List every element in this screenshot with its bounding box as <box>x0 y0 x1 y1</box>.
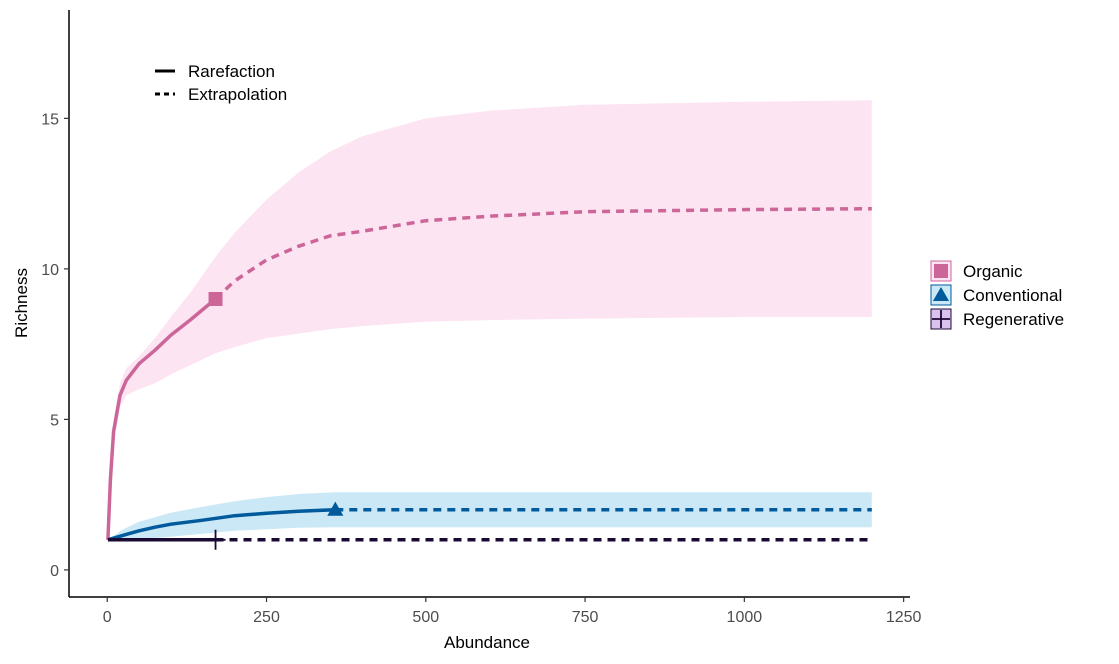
x-tick-label: 0 <box>103 609 112 626</box>
x-tick-label: 1250 <box>886 609 922 626</box>
y-tick-label: 0 <box>50 563 59 580</box>
axes <box>68 10 910 598</box>
y-tick-label: 5 <box>50 412 59 429</box>
y-axis-title: Richness <box>12 268 31 338</box>
conventional-legend-marker <box>932 286 950 302</box>
series-lines <box>106 206 872 542</box>
x-tick-label: 500 <box>412 609 439 626</box>
observed-markers <box>205 291 344 550</box>
x-axis-title: Abundance <box>444 633 530 652</box>
x-tick-label: 750 <box>572 609 599 626</box>
organic-observed-marker <box>208 291 223 306</box>
confidence-bands <box>107 100 872 540</box>
series-legend: Organic Conventional Regenerative <box>930 260 1064 330</box>
regenerative-legend-marker <box>932 310 950 328</box>
organic-rarefaction-line <box>106 297 217 540</box>
x-tick-label: 1000 <box>727 609 763 626</box>
linetype-legend-label: Extrapolation <box>188 85 287 104</box>
y-tick-label: 15 <box>41 111 59 128</box>
x-tick-label: 250 <box>253 609 280 626</box>
y-ticks: 0 5 10 15 <box>41 111 69 580</box>
regenerative-observed-marker <box>205 529 226 550</box>
conventional-legend-label: Conventional <box>963 286 1062 305</box>
x-ticks: 0 250 500 750 1000 1250 <box>103 597 922 626</box>
regenerative-legend-label: Regenerative <box>963 310 1064 329</box>
organic-ci-band <box>107 100 872 540</box>
y-tick-label: 10 <box>41 262 59 279</box>
linetype-legend: Rarefaction Extrapolation <box>155 62 287 104</box>
conventional-rarefaction-line <box>107 507 336 542</box>
organic-legend-marker <box>934 264 948 278</box>
conventional-observed-marker <box>327 501 344 516</box>
linetype-legend-label: Rarefaction <box>188 62 275 81</box>
conventional-ci-band <box>107 492 872 540</box>
organic-legend-label: Organic <box>963 262 1023 281</box>
